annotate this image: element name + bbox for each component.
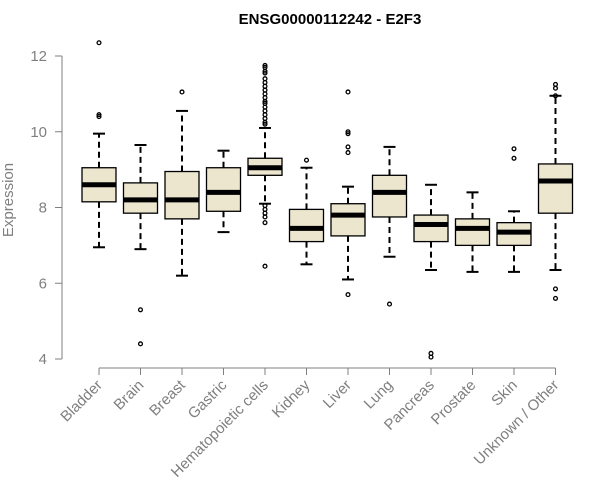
- box-breast: [164, 170, 200, 220]
- x-tick-label: Skin: [488, 377, 521, 410]
- outlier-point: [262, 62, 268, 69]
- outlier-point: [511, 146, 517, 152]
- outlier-point: [262, 68, 268, 74]
- outlier-point: [179, 89, 185, 95]
- outlier-point: [345, 144, 351, 150]
- y-tick-label: 4: [39, 351, 47, 368]
- outlier-point: [386, 301, 393, 307]
- outlier-point: [511, 155, 517, 161]
- y-tick-label: 12: [30, 48, 47, 65]
- outlier-point: [345, 129, 351, 135]
- outlier-point: [96, 112, 102, 118]
- box-prostate: [454, 218, 491, 247]
- outlier-point: [552, 295, 559, 301]
- outlier-point: [345, 131, 351, 137]
- outlier-point: [262, 263, 268, 269]
- outlier-point: [137, 341, 144, 347]
- outlier-point: [345, 150, 351, 156]
- outlier-point: [552, 85, 559, 91]
- y-tick-label: 6: [39, 275, 47, 292]
- outlier-point: [96, 40, 102, 46]
- outlier-point: [428, 354, 434, 360]
- outlier-point: [303, 157, 310, 163]
- outlier-point: [345, 292, 351, 298]
- outlier-point: [96, 114, 102, 120]
- outlier-point: [137, 307, 144, 313]
- outlier-point: [552, 286, 559, 292]
- box-kidney: [288, 208, 325, 243]
- outlier-point: [262, 70, 268, 76]
- x-tick-label: Lung: [361, 377, 397, 413]
- x-tick-label: Prostate: [428, 377, 480, 429]
- box-lung: [371, 174, 408, 218]
- outlier-point: [262, 119, 268, 125]
- outlier-point: [262, 98, 268, 104]
- outlier-point: [345, 89, 351, 95]
- x-tick-label: Bladder: [57, 377, 106, 426]
- x-tick-label: Breast: [146, 376, 189, 419]
- x-tick-label: Kidney: [269, 376, 314, 421]
- outlier-point: [552, 93, 559, 99]
- box-unknown-other: [537, 163, 574, 214]
- y-tick-label: 8: [39, 200, 47, 217]
- outlier-point: [262, 220, 268, 226]
- box-liver: [330, 203, 366, 237]
- outlier-point: [262, 214, 268, 220]
- y-axis-label: Expression: [0, 163, 17, 237]
- x-tick-label: Brain: [111, 377, 148, 414]
- box-gastric: [205, 167, 242, 212]
- x-tick-label: Liver: [320, 377, 355, 412]
- y-tick-label: 10: [30, 124, 47, 141]
- chart-title: ENSG00000112242 - E2F3: [239, 11, 422, 28]
- box-pancreas: [413, 214, 449, 243]
- outlier-point: [262, 121, 268, 127]
